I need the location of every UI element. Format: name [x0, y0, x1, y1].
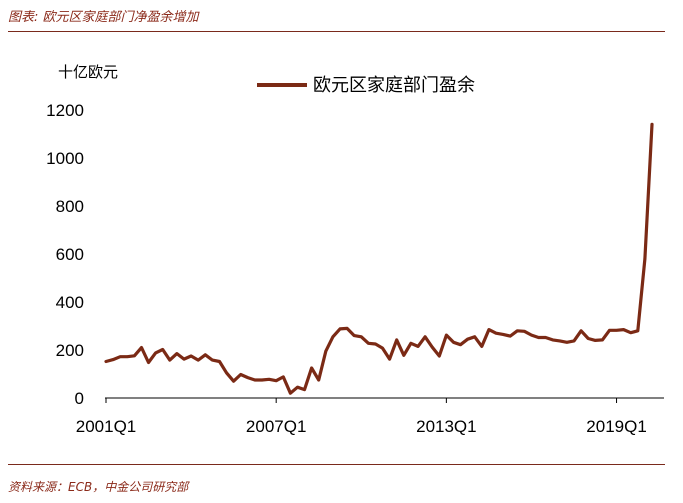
y-tick-label: 1000 — [46, 149, 84, 168]
figure-title: 图表: 欧元区家庭部门净盈余增加 — [8, 10, 199, 25]
legend: 欧元区家庭部门盈余 — [257, 75, 475, 96]
x-tick-label: 2013Q1 — [416, 417, 477, 436]
series-line — [104, 122, 654, 395]
x-tick-label: 2019Q1 — [586, 417, 647, 436]
y-tick-label: 400 — [56, 293, 84, 312]
x-tick-label: 2007Q1 — [246, 417, 307, 436]
y-tick-label: 800 — [56, 197, 84, 216]
y-tick-label: 200 — [56, 341, 84, 360]
y-tick-label: 0 — [75, 389, 84, 408]
top-rule — [8, 31, 665, 32]
source-note: 资料来源：ECB，中金公司研究部 — [8, 480, 189, 494]
y-axis-unit-label: 十亿欧元 — [58, 63, 118, 81]
x-tick-label: 2001Q1 — [76, 417, 137, 436]
bottom-rule — [8, 464, 665, 465]
series-group — [104, 122, 654, 395]
x-axis: 2001Q1 2007Q1 2013Q1 2019Q1 — [76, 398, 647, 436]
y-tick-label: 600 — [56, 245, 84, 264]
legend-label: 欧元区家庭部门盈余 — [313, 75, 475, 96]
y-axis: 0 200 400 600 800 1000 1200 — [46, 101, 84, 408]
y-tick-label: 1200 — [46, 101, 84, 120]
